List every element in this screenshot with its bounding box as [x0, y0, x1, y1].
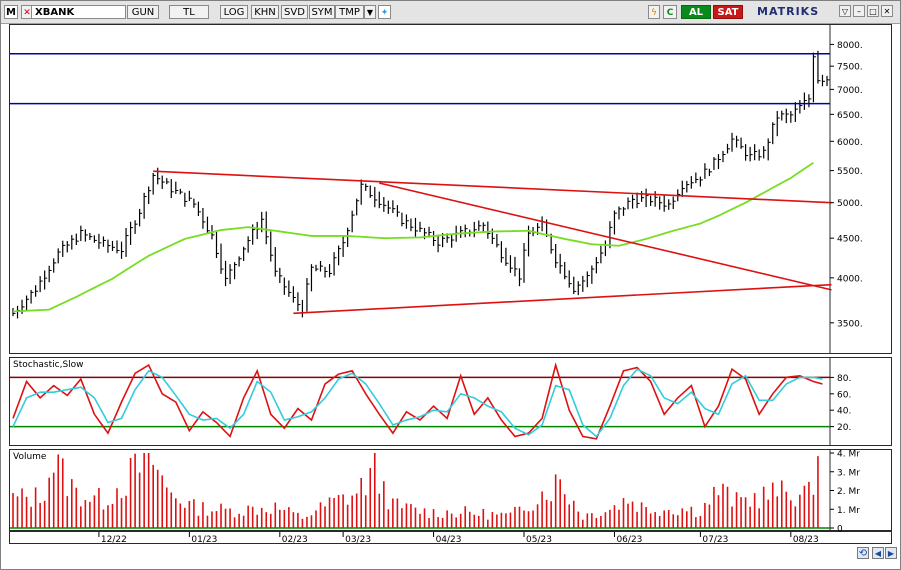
price-axis-label: 3500.	[837, 319, 863, 329]
twitter-icon[interactable]: ✦	[378, 5, 391, 19]
price-frame	[9, 24, 892, 354]
stoch-k-line	[12, 362, 823, 440]
period-button[interactable]: GUN	[127, 5, 159, 19]
template-button[interactable]: TMP	[335, 5, 364, 19]
buy-button[interactable]: AL	[681, 5, 711, 19]
oscillator-axis-label: 60.	[837, 390, 851, 400]
volume-frame	[9, 449, 892, 531]
price-axis-label: 4000.	[837, 274, 863, 284]
moving-average-line	[12, 161, 814, 313]
svd-button[interactable]: SVD	[281, 5, 308, 19]
date-axis-label: 04/23	[436, 535, 462, 545]
dropdown-arrow-icon[interactable]: ▼	[364, 5, 376, 19]
date-axis-label: 08/23	[793, 535, 819, 545]
date-axis-label: 07/23	[702, 535, 728, 545]
price-axis-label: 4500.	[837, 235, 863, 245]
oscillator-axis-label: 80.	[837, 374, 851, 384]
volume-axis-label: 1. Mr	[837, 506, 860, 516]
sync-icon[interactable]: ⟲	[857, 547, 869, 559]
trend-line	[293, 283, 832, 315]
sym-button[interactable]: SYM	[309, 5, 335, 19]
dropdown-icon[interactable]: ▽	[839, 5, 851, 17]
price-axis-label: 6500.	[837, 111, 863, 121]
price-axis-label: 7500.	[837, 63, 863, 73]
log-scale-button[interactable]: LOG	[220, 5, 248, 19]
date-axis-label: 06/23	[616, 535, 642, 545]
oscillator-frame	[9, 357, 892, 446]
oscillator-axis-label: 40.	[837, 407, 851, 417]
khn-button[interactable]: KHN	[251, 5, 279, 19]
symbol-field[interactable]: XBANK	[31, 5, 126, 19]
sell-button[interactable]: SAT	[713, 5, 743, 19]
date-axis-label: 02/23	[282, 535, 308, 545]
oscillator-axis-label: 20.	[837, 423, 851, 433]
time-axis-frame	[9, 531, 892, 544]
scroll-right-icon[interactable]: ▶	[885, 547, 897, 559]
lightning-icon[interactable]: ϟ	[648, 5, 660, 19]
date-axis-label: 01/23	[191, 535, 217, 545]
volume-panel: Volume	[10, 452, 830, 529]
volume-axis-label: 2. Mr	[837, 487, 860, 497]
stochastic-panel: Stochastic,Slow	[10, 360, 830, 440]
date-axis-label: 03/23	[345, 535, 371, 545]
price-axis-label: 8000.	[837, 41, 863, 51]
maximize-icon[interactable]: □	[867, 5, 879, 17]
price-axis-label: 5000.	[837, 199, 863, 209]
volume-axis-label: 4. Mr	[837, 450, 860, 460]
oscillator-title: Stochastic,Slow	[13, 360, 84, 370]
toolbar: M ✕ XBANK GUN TL LOG KHN SVD SYM TMP ▼ ✦…	[1, 1, 900, 24]
date-axis-label: 05/23	[526, 535, 552, 545]
refresh-c-icon[interactable]: C	[663, 5, 677, 19]
price-axis-label: 6000.	[837, 138, 863, 148]
brand-logo: MATRIKS	[757, 5, 820, 18]
minimize-icon[interactable]: –	[853, 5, 865, 17]
currency-button[interactable]: TL	[169, 5, 209, 19]
matriks-menu-button[interactable]: M	[4, 5, 18, 19]
volume-axis-label: 0	[837, 525, 843, 535]
price-axis-label: 5500.	[837, 167, 863, 177]
price-panel	[10, 50, 832, 319]
trend-line	[379, 182, 832, 291]
scroll-left-icon[interactable]: ◀	[872, 547, 884, 559]
volume-axis-label: 3. Mr	[837, 468, 860, 478]
stoch-d-line	[12, 368, 823, 438]
close-icon[interactable]: ✕	[21, 5, 33, 19]
window-close-icon[interactable]: ✕	[881, 5, 893, 17]
date-axis-label: 12/22	[101, 535, 127, 545]
volume-title: Volume	[13, 452, 47, 462]
price-axis-label: 7000.	[837, 86, 863, 96]
trend-line	[153, 170, 832, 204]
